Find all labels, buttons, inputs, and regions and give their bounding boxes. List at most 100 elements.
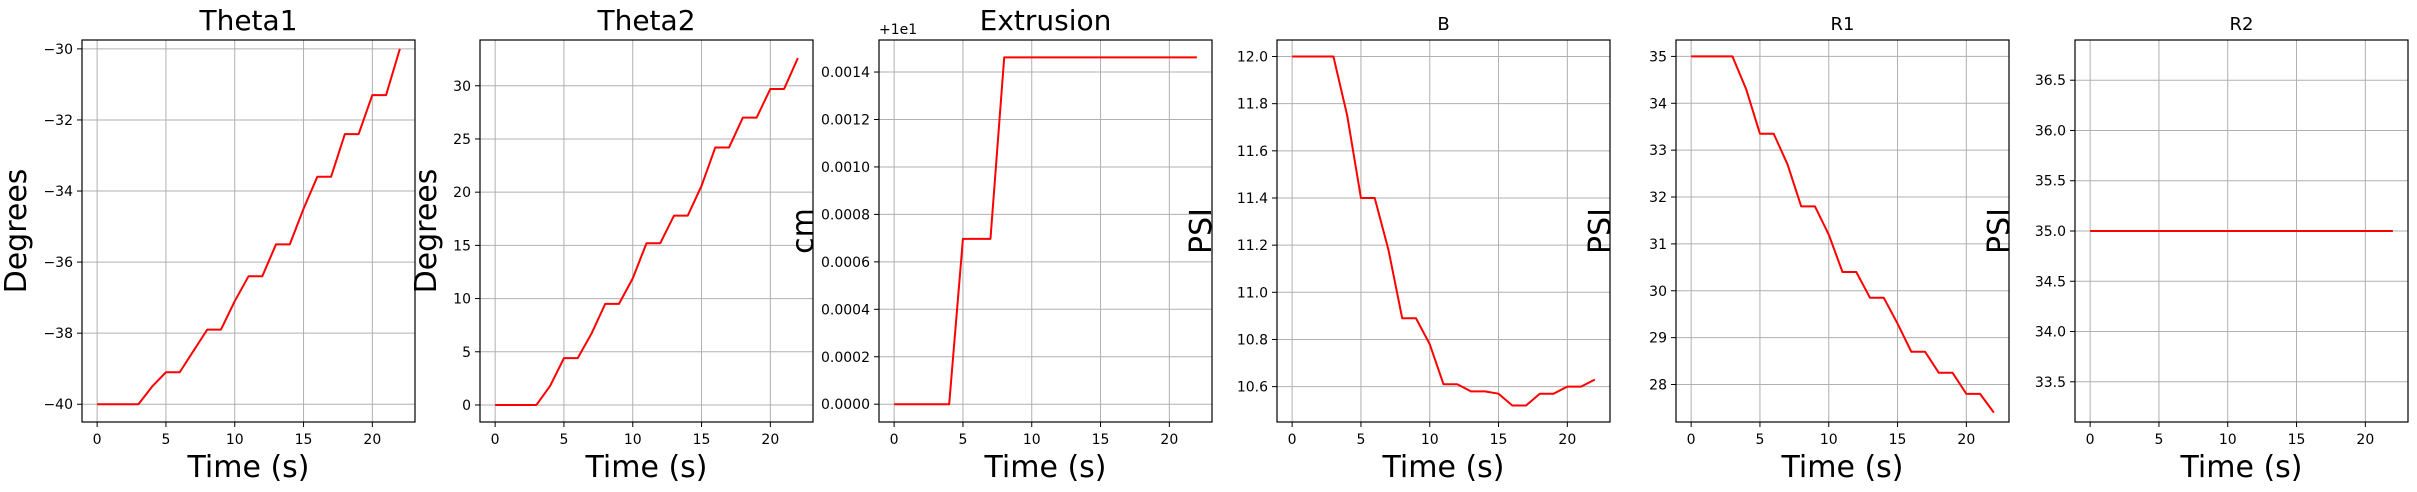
chart-title: Theta1 <box>198 4 297 37</box>
chart-title: R1 <box>1831 14 1855 35</box>
x-tick-label: 20 <box>1558 432 1576 448</box>
x-tick-label: 15 <box>1092 432 1110 448</box>
y-tick-label: 35 <box>1649 49 1667 65</box>
x-tick-label: 0 <box>1687 432 1696 448</box>
y-tick-label: −38 <box>43 326 73 342</box>
x-axis-label: Time (s) <box>585 450 708 485</box>
subplot-5: 0 5 10 15 20 28 29 30 31 32 33 34 35 R1 Time (s) PSI <box>1583 14 2010 485</box>
x-tick-label: 5 <box>958 432 967 448</box>
y-tick-label: 11.2 <box>1237 238 1268 254</box>
axes-frame <box>1276 39 1611 423</box>
y-axis-label: Degrees <box>409 169 444 294</box>
x-tick-label: 20 <box>761 432 779 448</box>
y-tick-label: 35.0 <box>2035 224 2066 240</box>
y-tick-label: −40 <box>43 397 73 413</box>
x-tick-label: 10 <box>226 432 244 448</box>
y-tick-label: 10.6 <box>1237 380 1268 396</box>
series-line <box>1691 55 1995 414</box>
y-tick-label: 10.8 <box>1237 332 1268 348</box>
y-tick-label: 31 <box>1649 237 1667 253</box>
x-tick-label: 10 <box>1023 432 1041 448</box>
x-tick-label: 0 <box>2086 432 2095 448</box>
y-tick-label: 0.0014 <box>821 65 870 81</box>
y-tick-label: 35.5 <box>2035 174 2066 190</box>
x-tick-label: 0 <box>1288 432 1297 448</box>
y-tick-label: 0.0000 <box>821 397 870 413</box>
chart-title: Theta2 <box>596 4 695 37</box>
y-tick-label: −36 <box>43 255 73 271</box>
x-tick-label: 20 <box>1160 432 1178 448</box>
x-tick-label: 5 <box>559 432 568 448</box>
y-tick-label: 0.0008 <box>821 207 870 223</box>
axes-frame <box>479 39 814 423</box>
x-tick-label: 5 <box>1356 432 1365 448</box>
y-tick-label: 28 <box>1649 378 1667 394</box>
axes-frame <box>878 39 1213 423</box>
y-tick-label: 33 <box>1649 143 1667 159</box>
subplot-4: 0 5 10 15 20 10.6 10.8 11.0 11.2 11.4 11.6 11.8 12.0… <box>1184 14 1611 485</box>
y-axis-label: PSI <box>1982 208 2017 254</box>
x-tick-label: 15 <box>1889 432 1907 448</box>
series-line <box>1292 55 1596 407</box>
x-tick-label: 10 <box>1421 432 1439 448</box>
y-tick-label: 11.4 <box>1237 191 1268 207</box>
y-tick-label: 36.5 <box>2035 73 2066 89</box>
y-tick-label: 30 <box>453 79 471 95</box>
x-tick-label: 0 <box>491 432 500 448</box>
x-axis-label: Time (s) <box>2180 450 2303 485</box>
x-axis-label: Time (s) <box>187 450 310 485</box>
x-tick-label: 0 <box>93 432 102 448</box>
y-tick-label: 12.0 <box>1237 50 1268 66</box>
y-tick-label: 30 <box>1649 284 1667 300</box>
y-tick-label: 25 <box>453 132 471 148</box>
x-tick-label: 5 <box>161 432 170 448</box>
x-tick-label: 20 <box>363 432 381 448</box>
y-tick-label: 10 <box>453 292 471 308</box>
y-tick-label: 20 <box>453 185 471 201</box>
y-tick-label: 32 <box>1649 190 1667 206</box>
y-tick-label: 11.0 <box>1237 285 1268 301</box>
x-tick-label: 15 <box>2288 432 2306 448</box>
y-tick-label: 0.0012 <box>821 112 870 128</box>
y-tick-label: 34.0 <box>2035 325 2066 341</box>
y-tick-label: 0.0010 <box>821 160 870 176</box>
y-tick-label: −34 <box>43 184 73 200</box>
x-tick-label: 15 <box>693 432 711 448</box>
x-tick-label: 10 <box>2219 432 2237 448</box>
x-axis-label: Time (s) <box>984 450 1107 485</box>
x-tick-label: 20 <box>1957 432 1975 448</box>
chart-title: Extrusion <box>980 4 1112 37</box>
x-tick-label: 10 <box>1820 432 1838 448</box>
y-axis-label: cm <box>786 208 821 254</box>
x-tick-label: 5 <box>1755 432 1764 448</box>
y-tick-label: 15 <box>453 238 471 254</box>
subplot-3: 0 5 10 15 20 0.0000 0.0002 0.0004 0.0006 0.0008 0.… <box>786 4 1213 485</box>
series-line <box>97 48 401 406</box>
axes-frame <box>81 39 416 423</box>
axis-offset-text: +1e1 <box>879 22 917 38</box>
y-tick-label: 0.0006 <box>821 255 870 271</box>
x-tick-label: 20 <box>2356 432 2374 448</box>
subplot-2: 0 5 10 15 20 0 5 10 15 20 25 30 Theta2 Time (s) Degree… <box>409 4 814 485</box>
x-axis-label: Time (s) <box>1781 450 1904 485</box>
x-tick-label: 5 <box>2154 432 2163 448</box>
chart-title: B <box>1437 14 1449 35</box>
y-tick-label: 0.0004 <box>821 302 870 318</box>
y-tick-label: 34 <box>1649 96 1667 112</box>
y-tick-label: 36.0 <box>2035 123 2066 139</box>
y-axis-label: PSI <box>1184 208 1219 254</box>
y-tick-label: 34.5 <box>2035 274 2066 290</box>
subplot-1: 0 5 10 15 20 −40 −38 −36 −34 −32 −30 Theta1 Time (s)… <box>0 4 416 485</box>
y-tick-label: 11.6 <box>1237 144 1268 160</box>
series-line <box>894 56 1197 406</box>
y-tick-label: −30 <box>43 42 73 58</box>
subplot-6: 0 5 10 15 20 33.5 34.0 34.5 35.0 35.5 36.0 36.5 R2 Ti… <box>1982 14 2409 485</box>
y-tick-label: 0 <box>462 398 471 414</box>
x-tick-label: 0 <box>890 432 899 448</box>
x-tick-label: 10 <box>624 432 642 448</box>
y-tick-label: 5 <box>462 345 471 361</box>
y-axis-label: PSI <box>1583 208 1618 254</box>
x-axis-label: Time (s) <box>1382 450 1505 485</box>
y-tick-label: −32 <box>43 113 73 129</box>
